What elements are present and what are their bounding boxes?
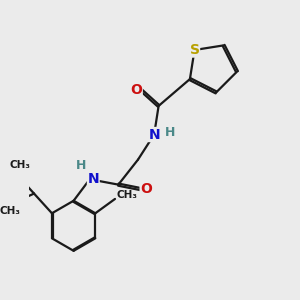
Text: H: H bbox=[76, 159, 86, 172]
Text: CH₃: CH₃ bbox=[9, 160, 30, 170]
Text: N: N bbox=[88, 172, 99, 186]
Text: O: O bbox=[140, 182, 152, 196]
Text: CH₃: CH₃ bbox=[117, 190, 138, 200]
Text: O: O bbox=[130, 83, 142, 97]
Text: S: S bbox=[190, 43, 200, 57]
Text: H: H bbox=[165, 126, 175, 139]
Text: N: N bbox=[148, 128, 160, 142]
Text: CH₃: CH₃ bbox=[0, 206, 20, 216]
